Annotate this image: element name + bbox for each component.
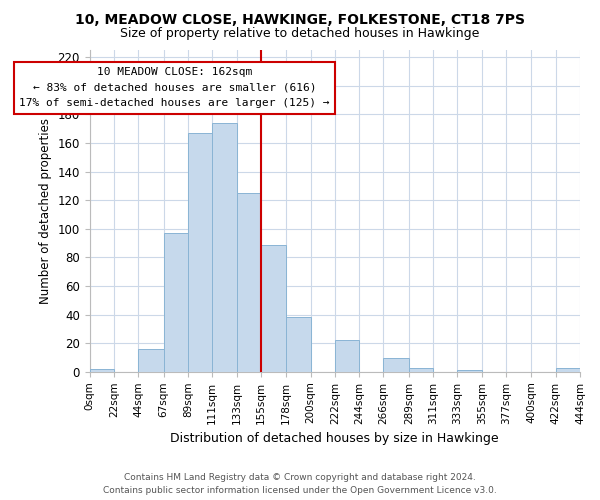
Bar: [138, 349, 164, 372]
Bar: [164, 233, 188, 372]
Bar: [286, 318, 311, 372]
Bar: [212, 123, 236, 372]
Text: 10 MEADOW CLOSE: 162sqm
← 83% of detached houses are smaller (616)
17% of semi-d: 10 MEADOW CLOSE: 162sqm ← 83% of detache…: [19, 67, 330, 108]
Bar: [89, 369, 114, 372]
Bar: [236, 193, 261, 372]
Text: Size of property relative to detached houses in Hawkinge: Size of property relative to detached ho…: [121, 28, 479, 40]
Bar: [335, 340, 359, 372]
Text: Contains HM Land Registry data © Crown copyright and database right 2024.
Contai: Contains HM Land Registry data © Crown c…: [103, 474, 497, 495]
Bar: [457, 370, 482, 372]
Bar: [409, 368, 433, 372]
Text: 10, MEADOW CLOSE, HAWKINGE, FOLKESTONE, CT18 7PS: 10, MEADOW CLOSE, HAWKINGE, FOLKESTONE, …: [75, 12, 525, 26]
X-axis label: Distribution of detached houses by size in Hawkinge: Distribution of detached houses by size …: [170, 432, 499, 445]
Bar: [383, 358, 409, 372]
Bar: [188, 133, 212, 372]
Y-axis label: Number of detached properties: Number of detached properties: [39, 118, 52, 304]
Bar: [261, 244, 286, 372]
Bar: [556, 368, 580, 372]
